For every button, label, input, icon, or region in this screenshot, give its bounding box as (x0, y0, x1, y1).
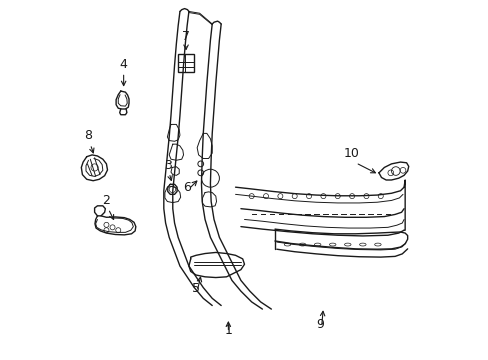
Text: 8: 8 (84, 129, 92, 142)
Bar (178, 54, 194, 72)
Text: 3: 3 (164, 159, 172, 172)
Text: 5: 5 (192, 283, 200, 296)
Text: 6: 6 (183, 181, 191, 194)
Text: 4: 4 (120, 58, 127, 71)
Text: 1: 1 (224, 324, 232, 337)
Text: 10: 10 (344, 147, 359, 160)
Text: 2: 2 (102, 194, 109, 207)
Text: 7: 7 (182, 30, 190, 42)
Text: 9: 9 (316, 318, 324, 331)
